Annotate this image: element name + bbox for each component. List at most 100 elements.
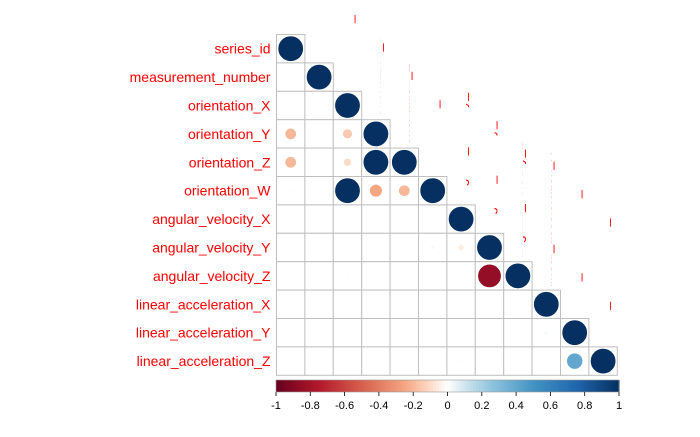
colorbar-segment bbox=[398, 380, 403, 392]
correlation-circle bbox=[460, 331, 462, 334]
colorbar-segment bbox=[341, 380, 346, 392]
correlation-circle bbox=[289, 360, 292, 362]
colorbar-segment bbox=[573, 380, 577, 392]
colorbar-segment bbox=[473, 380, 477, 392]
correlation-circle bbox=[477, 263, 502, 288]
column-label: angular_velocity_Y bbox=[482, 111, 498, 230]
column-label: orientation_Z bbox=[396, 63, 412, 145]
correlation-circle bbox=[488, 331, 491, 334]
colorbar-segment bbox=[384, 380, 389, 392]
column-label: linear_acceleration_X bbox=[538, 152, 554, 287]
colorbar-segment bbox=[518, 380, 523, 392]
colorbar-segment bbox=[287, 380, 291, 392]
correlation-circle bbox=[458, 244, 464, 251]
colorbar-segment bbox=[316, 380, 320, 392]
colorbar-segment bbox=[507, 380, 511, 392]
correlation-circle bbox=[346, 246, 349, 249]
colorbar-segment bbox=[510, 380, 514, 392]
correlation-circle bbox=[430, 245, 435, 250]
colorbar-segment bbox=[404, 380, 409, 392]
colorbar-segment bbox=[553, 380, 557, 392]
colorbar-segment bbox=[361, 380, 366, 392]
colorbar-segment bbox=[484, 380, 489, 392]
correlation-circle bbox=[488, 303, 491, 306]
colorbar-segment bbox=[441, 380, 446, 392]
correlation-circle bbox=[566, 352, 584, 370]
colorbar-segment bbox=[276, 380, 280, 392]
correlation-circle bbox=[289, 189, 292, 192]
colorbar-segment bbox=[578, 380, 583, 392]
colorbar-segment bbox=[416, 380, 420, 392]
colorbar-segment bbox=[373, 380, 377, 392]
colorbar-segment bbox=[278, 380, 283, 392]
column-label: series_id bbox=[283, 0, 299, 32]
colorbar-segment bbox=[430, 380, 434, 392]
correlation-circle bbox=[431, 275, 434, 277]
row-label: linear_acceleration_Y bbox=[136, 325, 271, 341]
colorbar-segment bbox=[356, 380, 360, 392]
colorbar-segment bbox=[396, 380, 400, 392]
colorbar-segment bbox=[410, 380, 414, 392]
column-label: orientation_Y bbox=[368, 34, 384, 117]
correlation-circle bbox=[346, 360, 349, 362]
colorbar-segment bbox=[533, 380, 537, 392]
grid-cell bbox=[304, 119, 334, 149]
colorbar-segment bbox=[538, 380, 543, 392]
colorbar-segment bbox=[407, 380, 411, 392]
colorbar-segment bbox=[576, 380, 580, 392]
colorbar-segment bbox=[458, 380, 463, 392]
colorbar-segment bbox=[310, 380, 314, 392]
correlation-circle bbox=[289, 303, 292, 306]
colorbar-tick-label: 0 bbox=[444, 400, 450, 412]
colorbar-segment bbox=[330, 380, 334, 392]
colorbar-segment bbox=[447, 380, 451, 392]
row-label: measurement_number bbox=[130, 69, 271, 85]
correlation-circle bbox=[431, 360, 434, 362]
colorbar-segment bbox=[464, 380, 469, 392]
correlation-circle bbox=[431, 331, 434, 334]
correlation-circle bbox=[362, 149, 389, 176]
correlation-circle bbox=[590, 348, 617, 375]
colorbar-segment bbox=[587, 380, 592, 392]
colorbar-segment bbox=[476, 380, 480, 392]
colorbar-segment bbox=[613, 380, 617, 392]
colorbar-segment bbox=[364, 380, 369, 392]
colorbar-tick-label: -0.8 bbox=[301, 400, 320, 412]
colorbar-segment bbox=[521, 380, 526, 392]
correlation-circle bbox=[346, 274, 349, 278]
colorbar-tick-label: -0.4 bbox=[369, 400, 388, 412]
row-label: orientation_X bbox=[188, 98, 271, 114]
correlation-circle bbox=[398, 184, 411, 197]
correlation-circle bbox=[460, 303, 462, 306]
colorbar-segment bbox=[424, 380, 429, 392]
correlation-circle bbox=[318, 275, 320, 277]
colorbar-segment bbox=[490, 380, 494, 392]
correlation-circle bbox=[318, 360, 320, 362]
correlation-circle bbox=[343, 157, 352, 167]
colorbar-segment bbox=[547, 380, 551, 392]
correlation-circle bbox=[289, 275, 292, 277]
row-label: angular_velocity_Z bbox=[153, 268, 271, 284]
colorbar-segment bbox=[344, 380, 349, 392]
colorbar-segment bbox=[427, 380, 431, 392]
colorbar-segment bbox=[570, 380, 574, 392]
correlation-circle bbox=[504, 262, 531, 289]
colorbar-segment bbox=[450, 380, 454, 392]
correlation-circle bbox=[459, 359, 463, 363]
colorbar-segment bbox=[378, 380, 383, 392]
colorbar-segment bbox=[324, 380, 329, 392]
colorbar-segment bbox=[381, 380, 386, 392]
colorbar-segment bbox=[516, 380, 520, 392]
correlation-circle bbox=[318, 303, 320, 306]
correlation-circle bbox=[318, 161, 320, 164]
correlation-circle bbox=[318, 133, 320, 135]
row-label: angular_velocity_X bbox=[152, 211, 271, 227]
correlation-circle bbox=[369, 184, 383, 198]
correlation-circle bbox=[334, 177, 361, 204]
colorbar-segment bbox=[296, 380, 300, 392]
colorbar-segment bbox=[593, 380, 597, 392]
correlation-circle bbox=[419, 177, 446, 204]
correlation-circle bbox=[375, 331, 377, 334]
colorbar-segment bbox=[347, 380, 351, 392]
